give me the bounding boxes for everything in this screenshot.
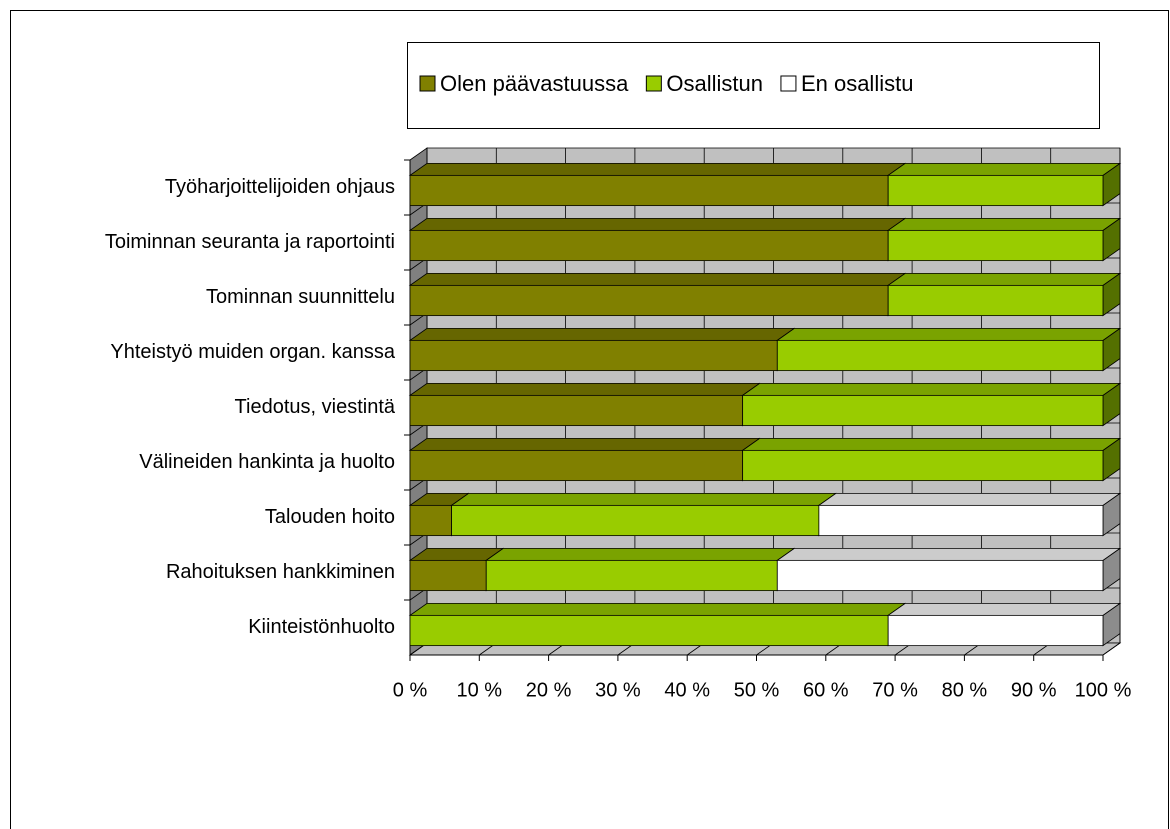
y-tick-label: Yhteistyö muiden organ. kanssa <box>110 341 395 363</box>
y-tick-label: Kiinteistönhuolto <box>248 616 395 638</box>
y-tick-label: Talouden hoito <box>265 506 395 528</box>
bar-segment <box>886 602 1122 647</box>
y-tick-label: Välineiden hankinta ja huolto <box>139 451 395 473</box>
x-tick-label: 100 % <box>1075 679 1132 701</box>
bar-top <box>408 162 907 176</box>
bar-front <box>409 174 889 207</box>
bar-segment <box>408 437 761 482</box>
x-tick-label: 60 % <box>803 679 849 701</box>
y-tick-label: Tiedotus, viestintä <box>235 396 396 418</box>
grid-line <box>1102 148 1121 656</box>
bar-front <box>409 339 778 372</box>
bar-top <box>741 437 1122 451</box>
y-tick-label: Toiminnan seuranta ja raportointi <box>105 231 395 253</box>
legend-box <box>407 42 1100 129</box>
bar-top <box>776 327 1122 341</box>
x-tick-label: 20 % <box>526 679 572 701</box>
legend-label: En osallistu <box>801 71 914 96</box>
legend-label: Osallistun <box>666 71 763 96</box>
x-tick-label: 40 % <box>664 679 710 701</box>
x-tick-label: 90 % <box>1011 679 1057 701</box>
bar-front <box>409 229 889 262</box>
x-tick-label: 0 % <box>393 679 428 701</box>
bar-top <box>817 492 1122 506</box>
bar-segment <box>741 437 1122 482</box>
bar-segment <box>776 327 1122 372</box>
bar-segment <box>408 382 761 427</box>
bar-top <box>886 272 1122 286</box>
bar-front <box>485 559 778 592</box>
bar-front <box>742 449 1104 482</box>
bar-top <box>886 217 1122 231</box>
bar-segment <box>408 327 796 372</box>
x-tick-label: 50 % <box>734 679 780 701</box>
bar-front <box>887 229 1104 262</box>
bar-front <box>776 559 1104 592</box>
bar-front <box>742 394 1104 427</box>
bar-front <box>409 504 452 537</box>
bar-front <box>409 449 744 482</box>
bar-front <box>887 614 1104 647</box>
y-tick-label: Rahoituksen hankkiminen <box>166 561 395 583</box>
legend-label: Olen päävastuussa <box>440 71 629 96</box>
bar-top <box>450 492 838 506</box>
bar-segment <box>886 162 1122 207</box>
bar-front <box>409 284 889 317</box>
y-tick-label: Tominnan suunnittelu <box>206 286 395 308</box>
bar-front <box>451 504 820 537</box>
bar-top <box>886 602 1122 616</box>
bar-top <box>408 217 907 231</box>
bar-front <box>409 394 744 427</box>
x-tick-label: 10 % <box>457 679 503 701</box>
bar-front <box>818 504 1104 537</box>
bar-top <box>408 327 796 341</box>
legend-swatch <box>419 75 436 92</box>
bar-segment <box>886 217 1122 262</box>
legend-swatch <box>780 75 797 92</box>
x-tick-label: 80 % <box>942 679 988 701</box>
bar-top <box>484 547 796 561</box>
bar-front <box>409 559 487 592</box>
bar-front <box>887 284 1104 317</box>
bar-top <box>408 272 907 286</box>
x-tick-label: 30 % <box>595 679 641 701</box>
bar-segment <box>408 602 907 647</box>
bar-segment <box>817 492 1122 537</box>
bar-segment <box>408 162 907 207</box>
bar-top <box>886 162 1122 176</box>
bar-segment <box>484 547 796 592</box>
bar-segment <box>741 382 1122 427</box>
legend-swatch <box>645 75 662 92</box>
bar-top <box>408 437 761 451</box>
x-tick-label: 70 % <box>872 679 918 701</box>
bar-segment <box>408 217 907 262</box>
bar-front <box>409 614 889 647</box>
bar-top <box>408 382 761 396</box>
bar-segment <box>450 492 838 537</box>
bar-top <box>776 547 1122 561</box>
bar-front <box>887 174 1104 207</box>
bar-top <box>741 382 1122 396</box>
bar-segment <box>408 272 907 317</box>
y-tick-label: Työharjoittelijoiden ohjaus <box>165 176 395 198</box>
bar-segment <box>886 272 1122 317</box>
bar-top <box>408 602 907 616</box>
bar-segment <box>776 547 1122 592</box>
bar-front <box>776 339 1104 372</box>
